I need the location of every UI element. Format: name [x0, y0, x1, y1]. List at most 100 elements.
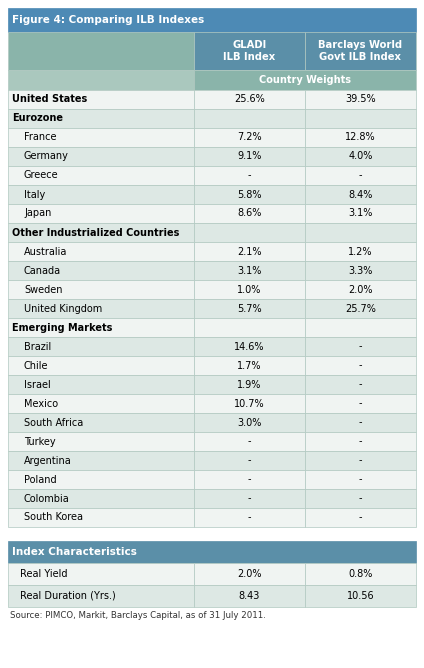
Bar	[194, 585, 304, 607]
Text: 2.1%: 2.1%	[237, 246, 261, 257]
Text: -: -	[247, 474, 251, 484]
Text: -: -	[247, 436, 251, 446]
Bar	[304, 413, 416, 432]
Bar	[304, 432, 416, 451]
Bar	[8, 541, 416, 563]
Text: Japan: Japan	[24, 208, 51, 218]
Bar	[304, 223, 416, 242]
Bar	[8, 563, 194, 585]
Text: -: -	[359, 418, 362, 428]
Text: 10.7%: 10.7%	[234, 399, 265, 409]
Bar	[304, 204, 416, 223]
Text: Germany: Germany	[24, 152, 69, 162]
Text: Canada: Canada	[24, 265, 61, 275]
Text: Real Yield: Real Yield	[20, 569, 67, 579]
Bar	[194, 432, 304, 451]
Text: 9.1%: 9.1%	[237, 152, 261, 162]
Bar	[8, 356, 194, 375]
Text: -: -	[359, 341, 362, 351]
Text: -: -	[359, 456, 362, 466]
Text: 3.1%: 3.1%	[348, 208, 373, 218]
Bar	[194, 470, 304, 489]
Bar	[8, 280, 194, 299]
Text: 0.8%: 0.8%	[348, 569, 373, 579]
Bar	[304, 261, 416, 280]
Text: -: -	[359, 170, 362, 180]
Bar	[194, 70, 416, 90]
Bar	[8, 318, 194, 337]
Bar	[194, 32, 304, 70]
Text: 8.4%: 8.4%	[348, 190, 373, 200]
Text: Sweden: Sweden	[24, 285, 62, 295]
Bar	[8, 223, 194, 242]
Text: 5.7%: 5.7%	[237, 303, 262, 313]
Bar	[304, 32, 416, 70]
Bar	[304, 394, 416, 413]
Text: -: -	[359, 399, 362, 409]
Bar	[8, 261, 194, 280]
Bar	[8, 413, 194, 432]
Bar	[304, 318, 416, 337]
Text: -: -	[359, 361, 362, 371]
Text: Other Industrialized Countries: Other Industrialized Countries	[12, 228, 179, 238]
Bar	[194, 223, 304, 242]
Bar	[8, 109, 194, 128]
Text: -: -	[247, 494, 251, 504]
Text: 8.6%: 8.6%	[237, 208, 261, 218]
Text: 12.8%: 12.8%	[345, 132, 376, 142]
Text: 3.3%: 3.3%	[348, 265, 373, 275]
Bar	[8, 508, 194, 527]
Text: Barclays World
Govt ILB Index: Barclays World Govt ILB Index	[318, 40, 402, 62]
Text: 5.8%: 5.8%	[237, 190, 261, 200]
Text: 3.1%: 3.1%	[237, 265, 261, 275]
Bar	[8, 70, 194, 90]
Text: Source: PIMCO, Markit, Barclays Capital, as of 31 July 2011.: Source: PIMCO, Markit, Barclays Capital,…	[10, 611, 266, 620]
Text: Index Characteristics: Index Characteristics	[12, 547, 137, 557]
Text: 1.0%: 1.0%	[237, 285, 261, 295]
Text: 2.0%: 2.0%	[348, 285, 373, 295]
Text: 1.7%: 1.7%	[237, 361, 261, 371]
Text: Country Weights: Country Weights	[259, 75, 351, 85]
Bar	[194, 489, 304, 508]
Text: 8.43: 8.43	[238, 591, 260, 601]
Text: 10.56: 10.56	[346, 591, 374, 601]
Text: Emerging Markets: Emerging Markets	[12, 323, 112, 333]
Text: France: France	[24, 132, 56, 142]
Bar	[194, 280, 304, 299]
Text: Figure 4: Comparing ILB Indexes: Figure 4: Comparing ILB Indexes	[12, 15, 204, 25]
Text: Mexico: Mexico	[24, 399, 58, 409]
Text: South Korea: South Korea	[24, 512, 83, 522]
Bar	[194, 204, 304, 223]
Bar	[8, 299, 194, 318]
Bar	[194, 563, 304, 585]
Text: Argentina: Argentina	[24, 456, 72, 466]
Bar	[8, 147, 194, 166]
Bar	[194, 299, 304, 318]
Bar	[304, 147, 416, 166]
Bar	[194, 109, 304, 128]
Bar	[304, 337, 416, 356]
Text: Italy: Italy	[24, 190, 45, 200]
Bar	[194, 318, 304, 337]
Bar	[8, 32, 194, 70]
Text: 25.7%: 25.7%	[345, 303, 376, 313]
Bar	[194, 356, 304, 375]
Text: 1.9%: 1.9%	[237, 379, 261, 389]
Bar	[8, 394, 194, 413]
Bar	[8, 585, 194, 607]
Bar	[304, 585, 416, 607]
Bar	[194, 375, 304, 394]
Bar	[8, 470, 194, 489]
Bar	[304, 489, 416, 508]
Bar	[304, 508, 416, 527]
Text: -: -	[359, 474, 362, 484]
Bar	[194, 451, 304, 470]
Bar	[304, 563, 416, 585]
Text: Real Duration (Yrs.): Real Duration (Yrs.)	[20, 591, 116, 601]
Text: 7.2%: 7.2%	[237, 132, 262, 142]
Text: United States: United States	[12, 94, 87, 104]
Bar	[304, 280, 416, 299]
Text: Colombia: Colombia	[24, 494, 70, 504]
Bar	[194, 128, 304, 147]
Bar	[304, 109, 416, 128]
